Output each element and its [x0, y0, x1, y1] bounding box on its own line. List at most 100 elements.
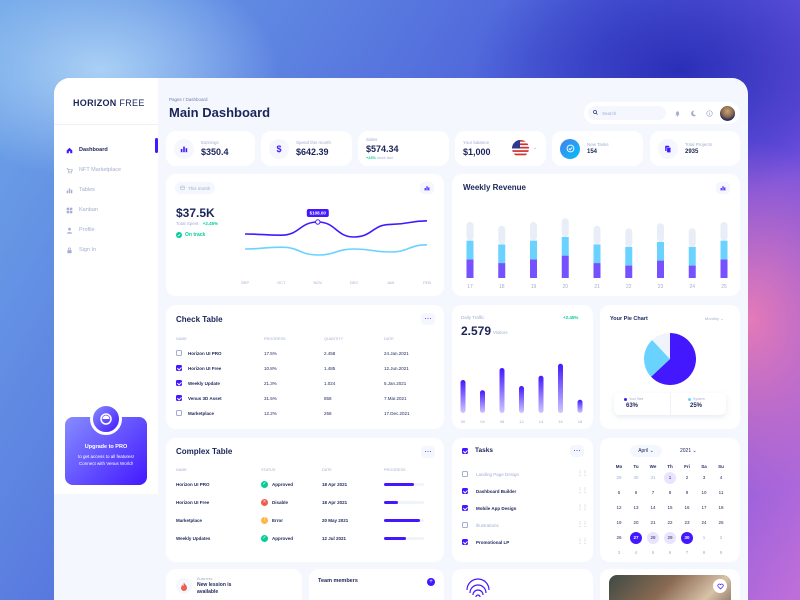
- row-checkbox[interactable]: [176, 380, 182, 386]
- bar-segment[interactable]: [561, 236, 569, 256]
- calendar-day[interactable]: 28: [647, 532, 659, 544]
- bar-segment[interactable]: [720, 240, 728, 260]
- calendar-day[interactable]: 8: [702, 550, 706, 555]
- calendar-day[interactable]: 5: [651, 550, 655, 555]
- bar-segment[interactable]: [625, 265, 633, 278]
- task-checkbox[interactable]: [462, 488, 468, 494]
- calendar-day[interactable]: 20: [633, 520, 639, 525]
- traffic-bar[interactable]: [558, 363, 563, 413]
- search-input[interactable]: Search: [588, 106, 666, 120]
- bar-segment[interactable]: [688, 228, 696, 247]
- calendar-day[interactable]: 6: [634, 490, 638, 495]
- bar-segment[interactable]: [593, 263, 601, 278]
- calendar-day[interactable]: 4: [719, 475, 723, 480]
- drag-handle-icon[interactable]: ⋮⋮: [577, 539, 588, 545]
- task-checkbox[interactable]: [462, 539, 468, 545]
- more-options-button[interactable]: ⋯: [421, 446, 435, 458]
- drag-handle-icon[interactable]: ⋮⋮: [577, 488, 588, 494]
- add-member-button[interactable]: +: [427, 578, 435, 586]
- moon-icon[interactable]: [688, 108, 698, 118]
- calendar-day[interactable]: 13: [633, 505, 639, 510]
- logo[interactable]: HORIZON FREE: [73, 98, 145, 108]
- bell-icon[interactable]: [672, 108, 682, 118]
- tasks-header-checkbox[interactable]: [462, 448, 468, 454]
- calendar-day[interactable]: 6: [668, 550, 672, 555]
- calendar-day[interactable]: 5: [617, 490, 621, 495]
- calendar-day[interactable]: 26: [616, 535, 622, 540]
- sidebar-item-nft-marketplace[interactable]: NFT Marketplace: [65, 160, 121, 180]
- calendar-day[interactable]: 27: [630, 532, 642, 544]
- bar-segment[interactable]: [720, 222, 728, 241]
- drag-handle-icon[interactable]: ⋮⋮: [577, 522, 588, 528]
- sidebar-item-profile[interactable]: Profile: [65, 220, 121, 240]
- calendar-day[interactable]: 12: [616, 505, 622, 510]
- calendar-day[interactable]: 8: [668, 490, 672, 495]
- bar-segment[interactable]: [688, 246, 696, 266]
- task-checkbox[interactable]: [462, 505, 468, 511]
- row-checkbox[interactable]: [176, 395, 182, 401]
- heart-icon[interactable]: [713, 579, 727, 593]
- calendar-day[interactable]: 29: [616, 475, 622, 480]
- traffic-bar[interactable]: [538, 375, 544, 413]
- sidebar-item-dashboard[interactable]: Dashboard: [65, 140, 121, 160]
- sidebar-item-tables[interactable]: Tables: [65, 180, 121, 200]
- calendar-day[interactable]: 9: [719, 550, 723, 555]
- chevron-down-icon[interactable]: ⌄: [533, 145, 538, 151]
- more-options-button[interactable]: ⋯: [570, 445, 584, 457]
- task-checkbox[interactable]: [462, 471, 468, 477]
- calendar-day[interactable]: 2: [685, 475, 689, 480]
- row-checkbox[interactable]: [176, 410, 182, 416]
- bar-segment[interactable]: [593, 244, 601, 264]
- year-select[interactable]: 2021 ⌄: [680, 448, 697, 454]
- calendar-day[interactable]: 16: [684, 505, 690, 510]
- traffic-bar[interactable]: [519, 386, 524, 413]
- sidebar-item-kanban[interactable]: Kanban: [65, 200, 121, 220]
- chart-options-button[interactable]: [716, 182, 730, 194]
- bar-segment[interactable]: [498, 263, 506, 278]
- bar-segment[interactable]: [498, 225, 506, 245]
- bar-segment[interactable]: [561, 255, 569, 278]
- drag-handle-icon[interactable]: ⋮⋮: [577, 471, 588, 477]
- bar-segment[interactable]: [498, 244, 506, 264]
- calendar-day[interactable]: 21: [650, 520, 656, 525]
- chart-options-button[interactable]: [420, 182, 434, 194]
- bar-segment[interactable]: [530, 222, 537, 241]
- bar-segment[interactable]: [466, 240, 474, 260]
- upgrade-promo-card[interactable]: Upgrade to PRO to get access to all feat…: [65, 403, 147, 485]
- calendar-day[interactable]: 3: [617, 550, 621, 555]
- calendar-day[interactable]: 29: [664, 532, 676, 544]
- traffic-bar[interactable]: [499, 368, 505, 413]
- calendar-day[interactable]: 9: [685, 490, 689, 495]
- bar-segment[interactable]: [657, 260, 664, 278]
- pie-slice[interactable]: [644, 340, 670, 377]
- pie-slice[interactable]: [652, 333, 670, 359]
- calendar-day[interactable]: 19: [616, 520, 622, 525]
- drag-handle-icon[interactable]: ⋮⋮: [577, 505, 588, 511]
- calendar-day[interactable]: 30: [681, 532, 693, 544]
- more-options-button[interactable]: ⋯: [421, 313, 435, 325]
- pie-slice[interactable]: [651, 333, 696, 385]
- calendar-day[interactable]: 1: [664, 472, 676, 484]
- breadcrumb[interactable]: Pages / Dashboard: [169, 97, 208, 102]
- bar-segment[interactable]: [625, 228, 633, 247]
- calendar-day[interactable]: 17: [701, 505, 707, 510]
- range-select[interactable]: Monthly ⌄: [705, 316, 724, 321]
- calendar-day[interactable]: 7: [685, 550, 689, 555]
- calendar-day[interactable]: 3: [702, 475, 706, 480]
- info-icon[interactable]: [704, 108, 714, 118]
- calendar-day[interactable]: 1: [702, 535, 706, 540]
- bar-segment[interactable]: [593, 225, 601, 245]
- bar-segment[interactable]: [720, 259, 728, 278]
- calendar-day[interactable]: 23: [684, 520, 690, 525]
- bar-segment[interactable]: [657, 223, 664, 242]
- bar-segment[interactable]: [657, 241, 664, 261]
- traffic-bar[interactable]: [577, 399, 583, 413]
- avatar[interactable]: [720, 105, 735, 121]
- row-checkbox[interactable]: [176, 350, 182, 356]
- calendar-day[interactable]: 30: [633, 475, 639, 480]
- bar-segment[interactable]: [530, 259, 537, 278]
- task-checkbox[interactable]: [462, 522, 468, 528]
- sidebar-item-sign-in[interactable]: Sign In: [65, 240, 121, 260]
- bar-segment[interactable]: [561, 218, 569, 237]
- row-checkbox[interactable]: [176, 365, 182, 371]
